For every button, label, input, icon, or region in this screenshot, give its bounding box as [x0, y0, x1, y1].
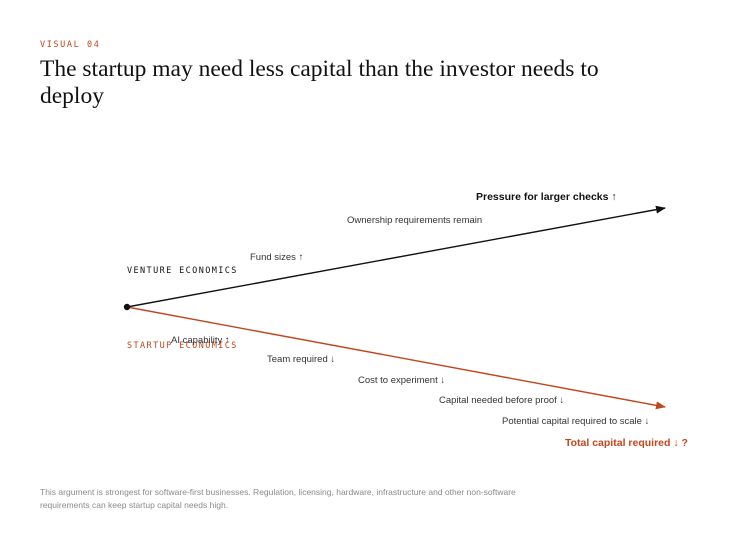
startup-economics-label: STARTUP ECONOMICS [127, 341, 238, 351]
startup-economics-arrow [126, 306, 666, 410]
venture-economics-label: VENTURE ECONOMICS [127, 266, 238, 276]
origin-dot [123, 303, 131, 311]
footnote: This argument is strongest for software-… [40, 487, 516, 510]
visual-kicker: VISUAL 04 [40, 40, 101, 50]
startup-point-team: Team required ↓ [267, 354, 335, 365]
startup-point-total-capital: Total capital required ↓ ? [565, 437, 688, 449]
startup-point-cost-experiment: Cost to experiment ↓ [358, 375, 445, 386]
venture-point-ownership: Ownership requirements remain [347, 215, 482, 226]
startup-point-capital-before-proof: Capital needed before proof ↓ [439, 395, 564, 406]
venture-economics-arrow [126, 205, 666, 308]
startup-point-capital-to-scale: Potential capital required to scale ↓ [502, 416, 649, 427]
venture-point-pressure: Pressure for larger checks ↑ [476, 191, 617, 203]
venture-point-fund-sizes: Fund sizes ↑ [250, 252, 303, 263]
startup-point-ai-capability: AI capability ↑ [171, 335, 230, 346]
page-title: The startup may need less capital than t… [40, 56, 599, 109]
